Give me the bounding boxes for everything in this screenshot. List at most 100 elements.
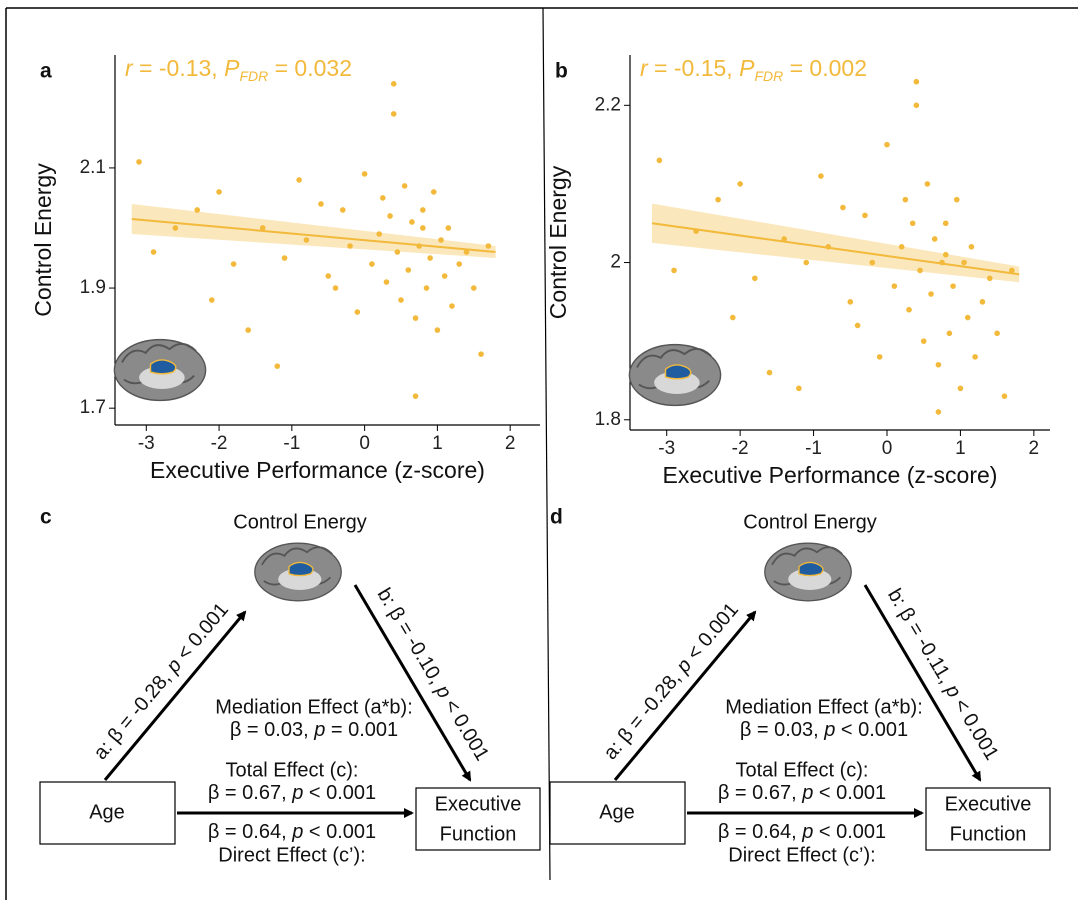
point bbox=[693, 228, 699, 234]
path-b-label-part: < 0.001 bbox=[946, 690, 1002, 764]
path-a-label-part: a: β = -0.28, bbox=[600, 663, 690, 764]
mediation-value: β = 0.03, p < 0.001 bbox=[740, 719, 908, 741]
point bbox=[876, 354, 883, 360]
point bbox=[427, 255, 433, 261]
point bbox=[412, 393, 419, 399]
point bbox=[906, 306, 912, 313]
point bbox=[150, 249, 157, 255]
mediation-label: Mediation Effect (a*b): bbox=[725, 696, 923, 718]
predictor-label: Age bbox=[599, 801, 635, 823]
x-tick-label: 0 bbox=[359, 433, 370, 454]
point bbox=[752, 275, 758, 282]
direct-value-part: < 0.001 bbox=[303, 821, 376, 843]
point bbox=[325, 273, 332, 279]
y-tick-label: 2 bbox=[610, 252, 621, 273]
point bbox=[339, 207, 346, 213]
point bbox=[737, 181, 743, 187]
annotation-part: = 0.032 bbox=[268, 55, 352, 81]
divider bbox=[542, 7, 551, 881]
point bbox=[398, 297, 404, 303]
brain-region bbox=[798, 561, 824, 577]
point bbox=[931, 236, 938, 242]
point bbox=[909, 220, 916, 227]
point bbox=[245, 327, 251, 333]
panel-letter: b bbox=[555, 60, 568, 83]
point bbox=[961, 259, 967, 266]
point bbox=[939, 259, 945, 266]
point bbox=[862, 212, 868, 219]
panel-letter: d bbox=[550, 506, 563, 529]
direct-value: β = 0.64, p < 0.001 bbox=[718, 821, 886, 843]
point bbox=[194, 207, 201, 213]
annotation-part: = -0.15, bbox=[648, 55, 739, 81]
point bbox=[935, 361, 942, 368]
point bbox=[715, 196, 721, 203]
point bbox=[968, 244, 975, 250]
brain-region bbox=[288, 561, 314, 577]
total-value-part: β = 0.67, bbox=[208, 782, 292, 804]
outcome-box bbox=[925, 787, 1051, 851]
point bbox=[781, 236, 787, 242]
x-tick-label: 2 bbox=[1029, 438, 1040, 459]
direct-value-part: β = 0.64, bbox=[718, 821, 802, 843]
panel-letter: a bbox=[40, 60, 52, 83]
point bbox=[942, 251, 949, 258]
x-axis-label: Executive Performance (z-score) bbox=[663, 462, 998, 488]
point bbox=[818, 173, 824, 179]
y-axis-label: Control Energy bbox=[30, 163, 56, 317]
point bbox=[376, 231, 382, 237]
point bbox=[449, 303, 455, 309]
point bbox=[387, 213, 393, 219]
x-tick-label: -1 bbox=[283, 433, 300, 454]
point bbox=[401, 183, 408, 189]
total-value-part: p bbox=[801, 782, 813, 804]
confidence-band bbox=[131, 203, 496, 259]
correlation-annotation: r = -0.15, PFDR = 0.002 bbox=[640, 55, 867, 84]
mediation-value-part: = 0.001 bbox=[325, 719, 398, 741]
x-tick-label: -3 bbox=[138, 433, 155, 454]
point bbox=[230, 261, 237, 267]
y-tick-label: 2.1 bbox=[80, 157, 106, 178]
point bbox=[950, 283, 956, 289]
point bbox=[729, 314, 736, 321]
point bbox=[412, 315, 419, 321]
outcome-label: Executive bbox=[435, 793, 522, 815]
direct-label: Direct Effect (c’): bbox=[218, 844, 365, 866]
mediator-label: Control Energy bbox=[233, 511, 366, 533]
point bbox=[902, 196, 909, 203]
brain-icon bbox=[764, 542, 852, 602]
brain-region bbox=[149, 359, 177, 375]
point bbox=[935, 409, 942, 415]
point bbox=[825, 244, 832, 250]
x-tick-label: 1 bbox=[432, 433, 443, 454]
point bbox=[438, 237, 444, 243]
point bbox=[354, 309, 361, 315]
point bbox=[847, 299, 854, 305]
x-tick-label: -1 bbox=[805, 438, 822, 459]
brain-icon bbox=[113, 338, 207, 402]
arrow-a bbox=[103, 610, 247, 781]
path-a-label-part: < 0.001 bbox=[170, 599, 234, 669]
point bbox=[964, 314, 971, 321]
point bbox=[420, 207, 426, 213]
point bbox=[208, 297, 215, 303]
point bbox=[671, 267, 677, 274]
total-value-part: < 0.001 bbox=[303, 782, 376, 804]
point bbox=[979, 299, 986, 305]
point bbox=[994, 330, 1000, 337]
point bbox=[281, 255, 288, 261]
point bbox=[953, 196, 960, 203]
annotation-part: r bbox=[125, 55, 134, 81]
point bbox=[274, 363, 281, 369]
annotation-part: r bbox=[640, 55, 649, 81]
x-axis-label: Executive Performance (z-score) bbox=[150, 457, 485, 483]
point bbox=[463, 249, 470, 255]
point bbox=[869, 259, 876, 266]
point bbox=[380, 195, 386, 201]
point bbox=[434, 327, 441, 333]
point bbox=[259, 225, 266, 231]
point bbox=[854, 322, 861, 329]
point bbox=[917, 267, 923, 274]
point bbox=[766, 369, 773, 376]
annotation-part: = -0.13, bbox=[133, 55, 224, 81]
